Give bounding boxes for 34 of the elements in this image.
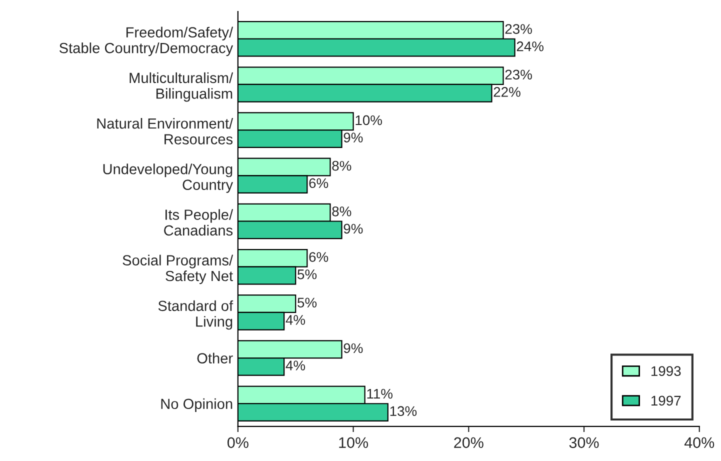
y-tick-label: Natural Environment/ Resources <box>97 118 234 144</box>
data-label: 22% <box>494 87 520 97</box>
data-label: 23% <box>505 70 532 80</box>
data-label: 11% <box>367 388 392 399</box>
data-label: 6% <box>309 178 328 188</box>
y-tick-label: Its People/ Canadians <box>164 209 234 236</box>
y-tick-label: Multiculturalism/ Bilingualism <box>130 72 234 102</box>
x-tick-label: 40% <box>684 437 714 448</box>
data-label: 10% <box>356 115 382 126</box>
data-label: 24% <box>516 41 544 52</box>
data-label: 13% <box>390 406 417 416</box>
y-tick-label: Standard of Living <box>158 300 234 330</box>
legend-label: 1993 <box>651 366 681 376</box>
data-label: 4% <box>286 315 306 325</box>
x-tick-label: 20% <box>454 437 484 448</box>
data-label: 4% <box>286 360 306 370</box>
data-label: 5% <box>298 298 317 308</box>
x-tick-label: 10% <box>339 437 368 448</box>
y-tick-label: No Opinion <box>161 398 232 412</box>
legend-label: 1997 <box>651 396 681 406</box>
data-label: 5% <box>298 269 317 280</box>
x-tick-label: 30% <box>569 437 599 448</box>
y-tick-label: Freedom/Safety/ Stable Country/Democracy <box>59 26 234 56</box>
y-tick-label: Undeveloped/Young Country <box>103 164 234 193</box>
data-label: 9% <box>344 132 363 142</box>
data-label: 6% <box>309 252 328 262</box>
data-label: 8% <box>332 206 352 216</box>
y-tick-label: Other <box>197 352 233 364</box>
data-label: 23% <box>505 24 532 34</box>
data-label: 9% <box>344 224 363 234</box>
x-tick-label: 0% <box>227 437 248 448</box>
data-label: 8% <box>332 160 352 171</box>
data-label: 9% <box>344 343 363 354</box>
y-tick-label: Social Programs/ Safety Net <box>122 254 234 284</box>
